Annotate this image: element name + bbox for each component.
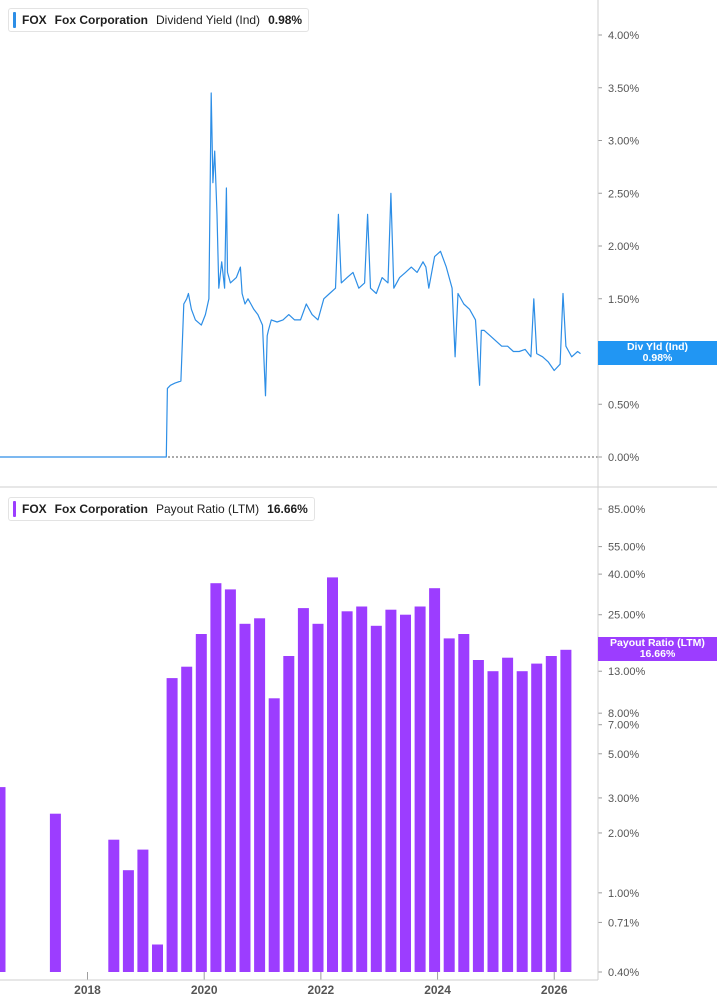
legend-symbol[interactable]: FOX [22,13,47,27]
y-tick-label: 2.50% [608,188,639,200]
y-tick-label: 55.00% [608,542,646,554]
payout-bar [531,663,543,972]
payout-bar [195,634,207,972]
y-tick-label: 3.50% [608,83,639,95]
y-tick-label: 40.00% [608,569,646,581]
y-tick-label: 3.00% [608,793,639,805]
payout-bar [224,589,236,972]
x-tick-label: 2022 [308,983,335,997]
tag-value: 0.98% [642,352,673,364]
payout-bar [239,623,251,972]
y-tick-label: 2.00% [608,828,639,840]
payout-bar [370,625,382,972]
payout-swatch [13,501,16,517]
payout-bar [49,813,61,972]
tag-label: Payout Ratio (LTM) [610,637,705,649]
legend-company[interactable]: Fox Corporation [54,13,148,27]
y-tick-label: 4.00% [608,30,639,42]
payout-bar [181,666,193,972]
payout-bar [487,671,499,972]
legend-value: 16.66% [267,502,308,516]
payout-bar [458,634,470,972]
y-tick-label: 5.00% [608,749,639,761]
payout-value-tag: Payout Ratio (LTM) 16.66% [598,637,717,661]
y-tick-label: 1.50% [608,294,639,306]
y-tick-label: 13.00% [608,666,646,678]
y-tick-label: 25.00% [608,610,646,622]
x-axis: 2018 2020 2022 2024 2026 [74,972,568,997]
legend-symbol[interactable]: FOX [22,502,47,516]
payout-bar [254,618,266,972]
legend-metric: Dividend Yield (Ind) [156,13,261,27]
payout-bar [443,638,455,972]
payout-bar [341,611,353,972]
y-tick-label: 7.00% [608,720,639,732]
payout-bar [283,656,295,972]
payout-bar [400,614,411,972]
payout-bar [429,588,441,972]
payout-bar [312,623,324,972]
yield-value-tag: Div Yld (Ind) 0.98% [598,341,717,365]
dividend-yield-series [0,92,581,458]
y-tick-label: 0.71% [608,917,639,929]
payout-bar [560,649,572,972]
y-tick-label: 0.50% [608,399,639,411]
payout-bar [268,698,280,972]
x-tick-label: 2018 [74,983,101,997]
legend-company[interactable]: Fox Corporation [54,502,148,516]
payout-bar [385,609,397,972]
payout-bar [516,671,528,972]
y-tick-label: 8.00% [608,708,639,720]
payout-bar [137,849,149,972]
x-tick-label: 2020 [191,983,218,997]
payout-bar [414,606,426,972]
dividend-yield-line [0,92,581,458]
y-tick-label: 85.00% [608,504,646,516]
legend-value: 0.98% [268,13,303,27]
payout-bar [502,657,514,972]
bottom-y-axis: 85.00% 55.00% 40.00% 25.00% 13.00% 8.00%7.00%… [598,504,646,979]
payout-bar [152,944,163,972]
tag-label: Div Yld (Ind) [626,341,689,353]
payout-bar [356,606,368,972]
legend-metric: Payout Ratio (LTM) [156,502,260,516]
y-tick-label: 0.00% [608,452,639,464]
y-tick-label: 1.00% [608,888,639,900]
payout-bar [210,583,222,972]
payout-bar [545,656,557,972]
payout-bar [327,577,338,972]
y-tick-label: 2.00% [608,241,639,253]
payout-bar [472,660,484,972]
y-tick-label: 0.40% [608,967,639,979]
bottom-legend: FOX Fox Corporation Payout Ratio (LTM) 1… [8,497,315,521]
top-y-axis: 4.00% 3.50% 3.00% 2.50% 2.00% 1.50% 0.50% 0.00% [598,30,639,464]
x-tick-label: 2026 [541,983,568,997]
tag-value: 16.66% [639,648,676,660]
x-tick-label: 2024 [424,983,451,997]
payout-bar [297,608,309,972]
payout-ratio-bars [0,577,572,972]
y-tick-label: 3.00% [608,136,639,148]
payout-bar [122,870,134,972]
payout-bar [166,678,178,972]
top-legend: FOX Fox Corporation Dividend Yield (Ind)… [8,8,310,32]
payout-bar [108,839,120,972]
yield-swatch [13,12,16,28]
payout-bar [0,787,6,972]
